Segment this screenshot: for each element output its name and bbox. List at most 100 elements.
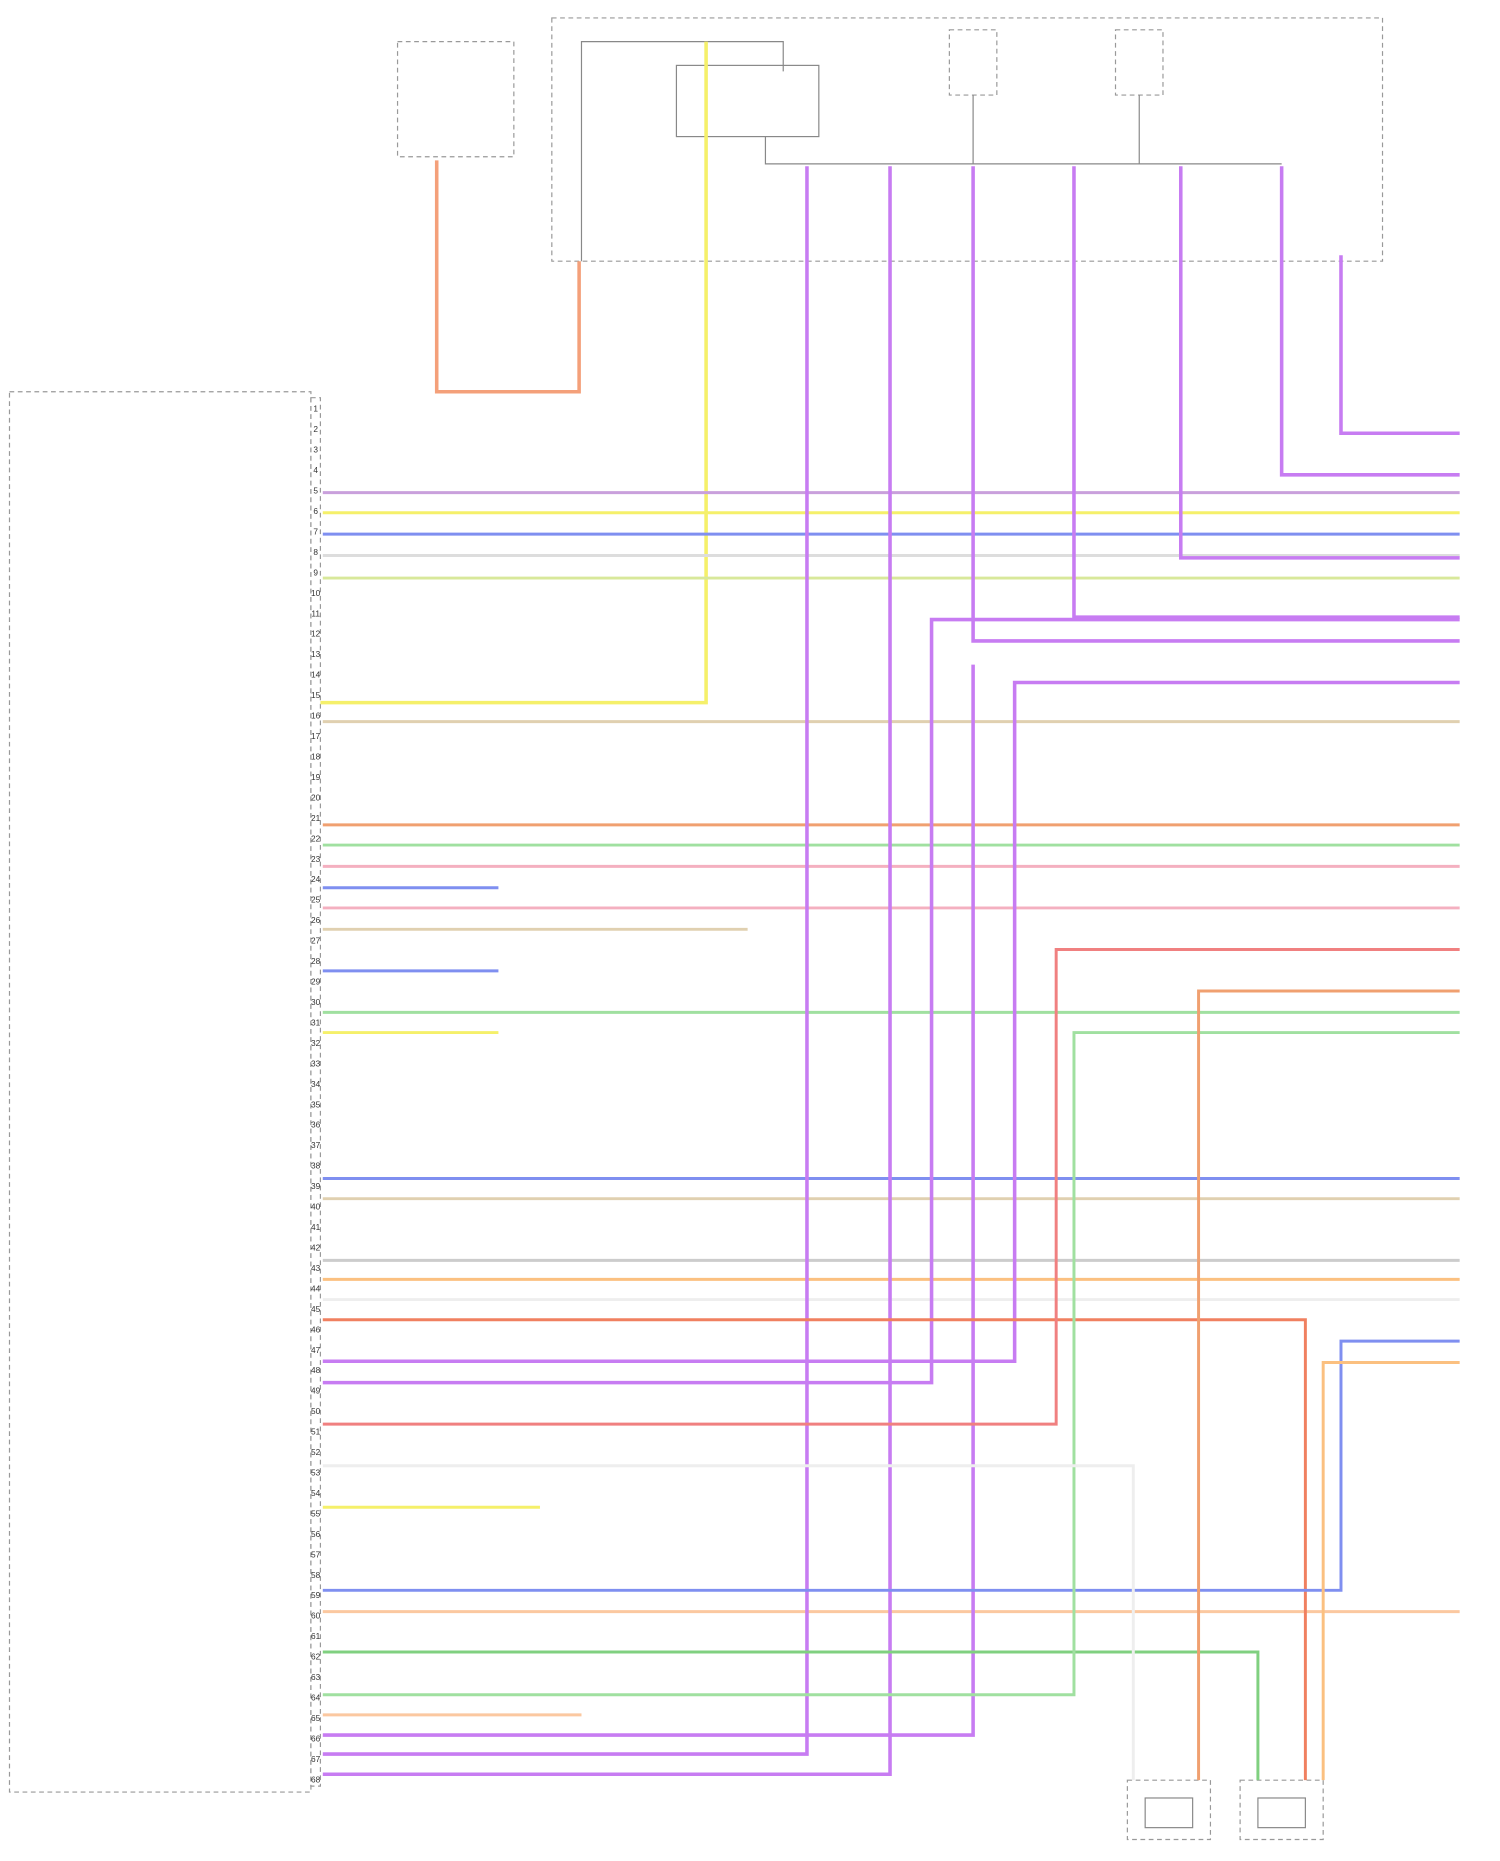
pin-number: 23	[311, 854, 321, 864]
pin-number: 35	[311, 1099, 321, 1109]
pin-number: 2	[313, 424, 318, 434]
pin-number: 68	[311, 1774, 321, 1784]
wire	[1321, 1360, 1460, 1781]
pin-number: 38	[311, 1161, 321, 1171]
pin-number: 32	[311, 1038, 321, 1048]
fuse-box	[551, 17, 1384, 262]
pin-number: 54	[311, 1488, 321, 1498]
wire	[322, 664, 975, 1737]
pin-number: 52	[311, 1447, 321, 1457]
pin-number: 3	[313, 445, 318, 455]
pin-number: 49	[311, 1386, 321, 1396]
pin-number: 10	[311, 588, 321, 598]
pin-number: 12	[311, 629, 321, 639]
pin-number: 13	[311, 649, 321, 659]
pin-number: 17	[311, 731, 321, 741]
pin-number: 39	[311, 1181, 321, 1191]
wire	[971, 166, 1460, 643]
pin-number: 51	[311, 1427, 321, 1437]
pin-number: 44	[311, 1283, 321, 1293]
pin-number: 56	[311, 1529, 321, 1539]
pin-number: 33	[311, 1058, 321, 1068]
wire	[322, 680, 1460, 1364]
pin-number: 4	[313, 465, 318, 475]
pin-number: 59	[311, 1590, 321, 1600]
pin-number: 64	[311, 1693, 321, 1703]
pin-number: 65	[311, 1713, 321, 1723]
battery-fuse-box	[396, 41, 515, 158]
wire	[322, 166, 809, 1756]
pin-number: 55	[311, 1508, 321, 1518]
wire	[580, 41, 784, 262]
pin-number: 5	[313, 486, 318, 496]
sensor	[1257, 1797, 1306, 1829]
sensor	[1144, 1797, 1194, 1829]
pin-number: 8	[313, 547, 318, 557]
pin-number: 50	[311, 1406, 321, 1416]
wire	[322, 1339, 1460, 1592]
pin-number: 61	[311, 1631, 321, 1641]
pin-number: 27	[311, 936, 321, 946]
pin-number: 43	[311, 1263, 321, 1273]
wire	[434, 160, 581, 394]
sensor-box	[1239, 1779, 1324, 1841]
pin-number: 45	[311, 1304, 321, 1314]
wire	[1197, 989, 1460, 1781]
pin-number: 16	[311, 711, 321, 721]
pin-number: 67	[311, 1754, 321, 1764]
wire	[1279, 166, 1460, 477]
pin-number: 6	[313, 506, 318, 516]
pin-number: 53	[311, 1468, 321, 1478]
pin-number: 22	[311, 833, 321, 843]
pin-number: 7	[313, 526, 318, 536]
pin-number: 62	[311, 1652, 321, 1662]
wire	[1072, 166, 1460, 619]
pin-number: 28	[311, 956, 321, 966]
pin-number: 63	[311, 1672, 321, 1682]
pin-number: 57	[311, 1549, 321, 1559]
pin-number: 25	[311, 895, 321, 905]
pin-number: 24	[311, 874, 321, 884]
sensor-box	[1126, 1779, 1212, 1841]
wire	[322, 948, 1460, 1426]
relay	[675, 64, 820, 138]
pin-number: 41	[311, 1222, 321, 1232]
pin-number: 14	[311, 670, 321, 680]
pin-number: 34	[311, 1079, 321, 1089]
pin-number: 37	[311, 1140, 321, 1150]
pin-number: 47	[311, 1345, 321, 1355]
wire	[1178, 166, 1460, 560]
pin-number: 36	[311, 1120, 321, 1130]
wire	[322, 617, 1460, 1385]
pin-number: 48	[311, 1365, 321, 1375]
wire	[1339, 255, 1460, 436]
pin-number: 42	[311, 1242, 321, 1252]
pin-number: 18	[311, 751, 321, 761]
wire	[322, 1650, 1260, 1781]
pin-number: 60	[311, 1611, 321, 1621]
pin-number: 15	[311, 690, 321, 700]
pin-number: 46	[311, 1324, 321, 1334]
wire	[320, 41, 708, 705]
pin-number: 29	[311, 977, 321, 987]
pin-number: 11	[311, 608, 320, 618]
pin-number: 20	[311, 792, 321, 802]
pin-number: 1	[313, 404, 318, 414]
wire	[322, 166, 892, 1777]
pin-number: 30	[311, 997, 321, 1007]
pin-number: 66	[311, 1733, 321, 1743]
pin-number: 40	[311, 1202, 321, 1212]
pin-number: 58	[311, 1570, 321, 1580]
pin-number: 21	[311, 813, 321, 823]
wire	[322, 1031, 1460, 1697]
pin-number: 31	[311, 1017, 321, 1027]
pin-number: 26	[311, 915, 321, 925]
wire	[322, 1464, 1135, 1781]
pin-number: 19	[311, 772, 321, 782]
wire	[322, 1318, 1307, 1781]
wire	[764, 136, 1282, 165]
pin-number: 9	[313, 567, 318, 577]
